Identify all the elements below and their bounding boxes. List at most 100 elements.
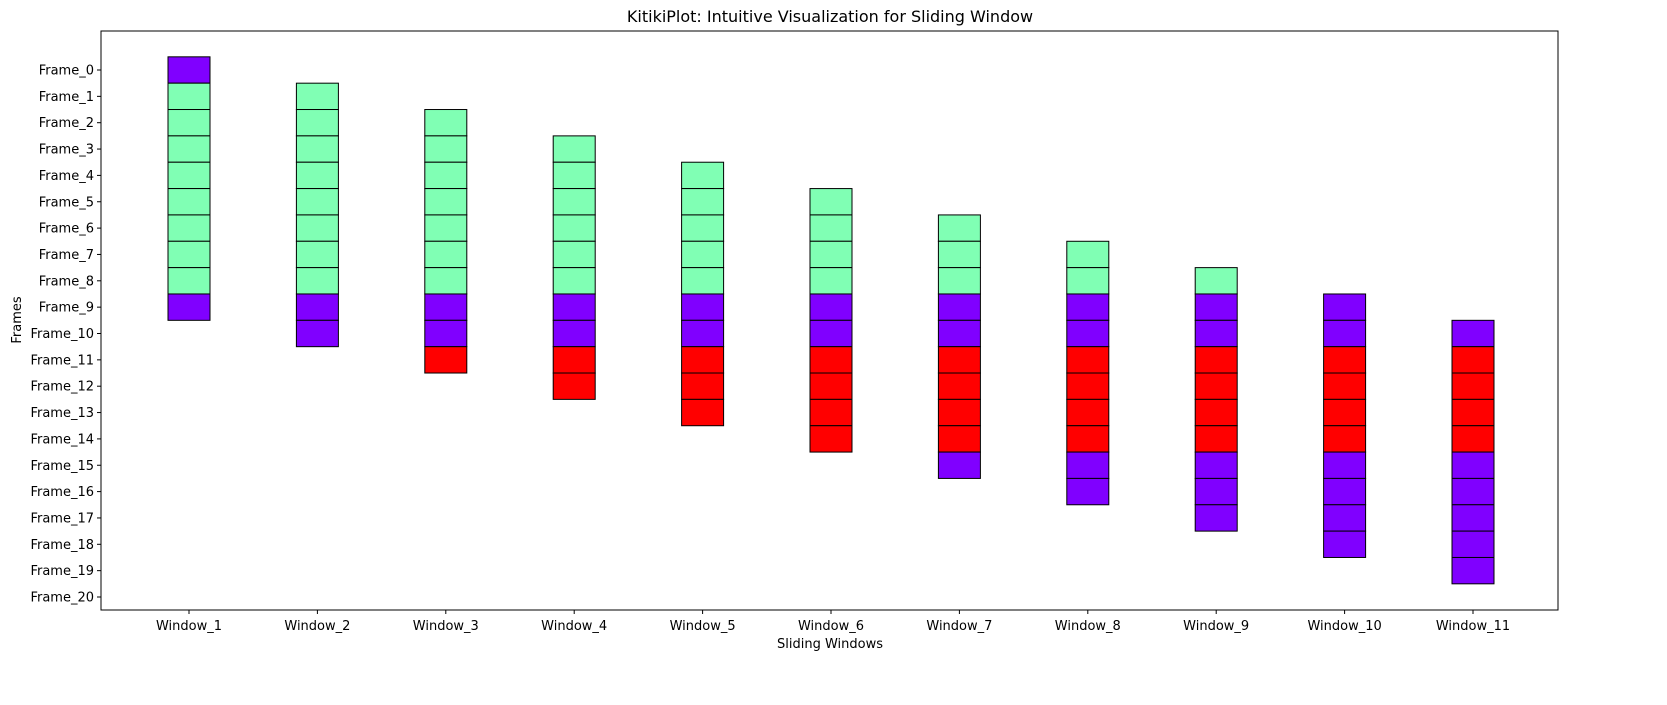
chart-cell [1194,477,1238,506]
chart-cell [937,267,981,295]
chart-cell [1323,451,1367,479]
chart-title: KitikiPlot: Intuitive Visualization for … [627,7,1033,26]
chart-cell [295,293,339,321]
chart-cell [937,398,981,427]
chart-cell [1323,293,1367,321]
y-tick-label: Frame_15 [30,459,94,474]
x-axis-ticks: Window_1 Window_2 Window_3 Window_4 Window_5… [156,610,1510,634]
x-tick-label: Window_8 [1055,619,1121,634]
y-tick-label: Frame_8 [39,274,94,289]
chart-cell [295,82,339,111]
chart-cell [167,267,211,295]
chart-cell [295,109,339,137]
chart-cell [681,293,725,321]
x-tick-label: Window_5 [670,619,736,634]
y-tick-label: Frame_13 [30,406,94,421]
y-tick-label: Frame_16 [30,485,94,500]
chart-cell [1066,346,1110,374]
y-tick-label: Frame_14 [30,432,94,447]
chart-cell [552,346,596,374]
chart-cell [552,372,596,400]
y-tick-label: Frame_6 [39,222,94,237]
chart-cell [552,214,596,242]
chart-cell [681,161,725,190]
chart-cell [1323,477,1367,506]
chart-cell [1451,477,1495,506]
chart-cell [1066,451,1110,479]
plot-area [100,30,1559,611]
chart-cell [424,346,468,374]
y-tick-label: Frame_17 [30,511,94,526]
chart-cell [167,293,211,321]
chart-cell [1323,398,1367,427]
chart-cell [424,293,468,321]
y-tick-label: Frame_7 [39,248,94,263]
chart-cell [681,240,725,269]
chart-cell [1451,425,1495,453]
chart-cell [937,214,981,242]
chart-cell [1323,372,1367,400]
chart-cell [167,161,211,190]
y-tick-label: Frame_5 [39,195,94,210]
chart-cell [1323,319,1367,348]
x-axis-label: Sliding Windows [777,637,883,652]
chart-cell [681,188,725,216]
chart-cell [809,398,853,427]
y-tick-label: Frame_10 [30,327,94,342]
y-tick-label: Frame_0 [39,64,94,79]
chart-cell [681,398,725,427]
chart-cell [167,56,211,84]
x-tick-label: Window_6 [798,619,864,634]
x-tick-label: Window_1 [156,619,222,634]
chart-cell [424,214,468,242]
chart-cell [167,109,211,137]
chart-cell [1194,425,1238,453]
chart-cell [1194,319,1238,348]
chart-cell [681,346,725,374]
chart-cell [1451,372,1495,400]
chart-cell [1194,451,1238,479]
y-tick-label: Frame_11 [30,353,94,368]
chart-cell [809,188,853,216]
chart-cell [809,240,853,269]
chart-cell [295,161,339,190]
chart-cell [552,319,596,348]
chart-cell [167,188,211,216]
chart-cell [295,240,339,269]
chart-cell [681,372,725,400]
chart-cell [1451,556,1495,585]
chart-cell [1323,530,1367,558]
x-tick-label: Window_9 [1183,619,1249,634]
chart-cell [424,319,468,348]
chart-cell [1451,319,1495,348]
chart-cell [1451,530,1495,558]
y-tick-label: Frame_19 [30,564,94,579]
chart-cell [424,135,468,163]
chart-cell [424,161,468,190]
chart-cell [424,240,468,269]
chart-cell [1066,293,1110,321]
x-tick-label: Window_4 [541,619,607,634]
y-tick-label: Frame_3 [39,143,94,158]
chart-cell [1451,504,1495,532]
chart-cell [809,267,853,295]
chart-cell [1066,398,1110,427]
chart-cell [167,240,211,269]
chart-cell [1066,240,1110,269]
chart-cell [809,214,853,242]
chart-cell [1323,425,1367,453]
chart-cell [552,135,596,163]
y-tick-label: Frame_9 [39,301,94,316]
chart-cell [295,267,339,295]
chart-cell [681,319,725,348]
chart-cells [167,56,1495,585]
x-tick-label: Window_7 [926,619,992,634]
chart-cell [937,425,981,453]
y-tick-label: Frame_18 [30,538,94,553]
chart-cell [681,267,725,295]
x-tick-label: Window_11 [1436,619,1510,634]
chart-cell [1066,477,1110,506]
chart-cell [937,346,981,374]
chart-cell [937,372,981,400]
chart-cell [1194,346,1238,374]
